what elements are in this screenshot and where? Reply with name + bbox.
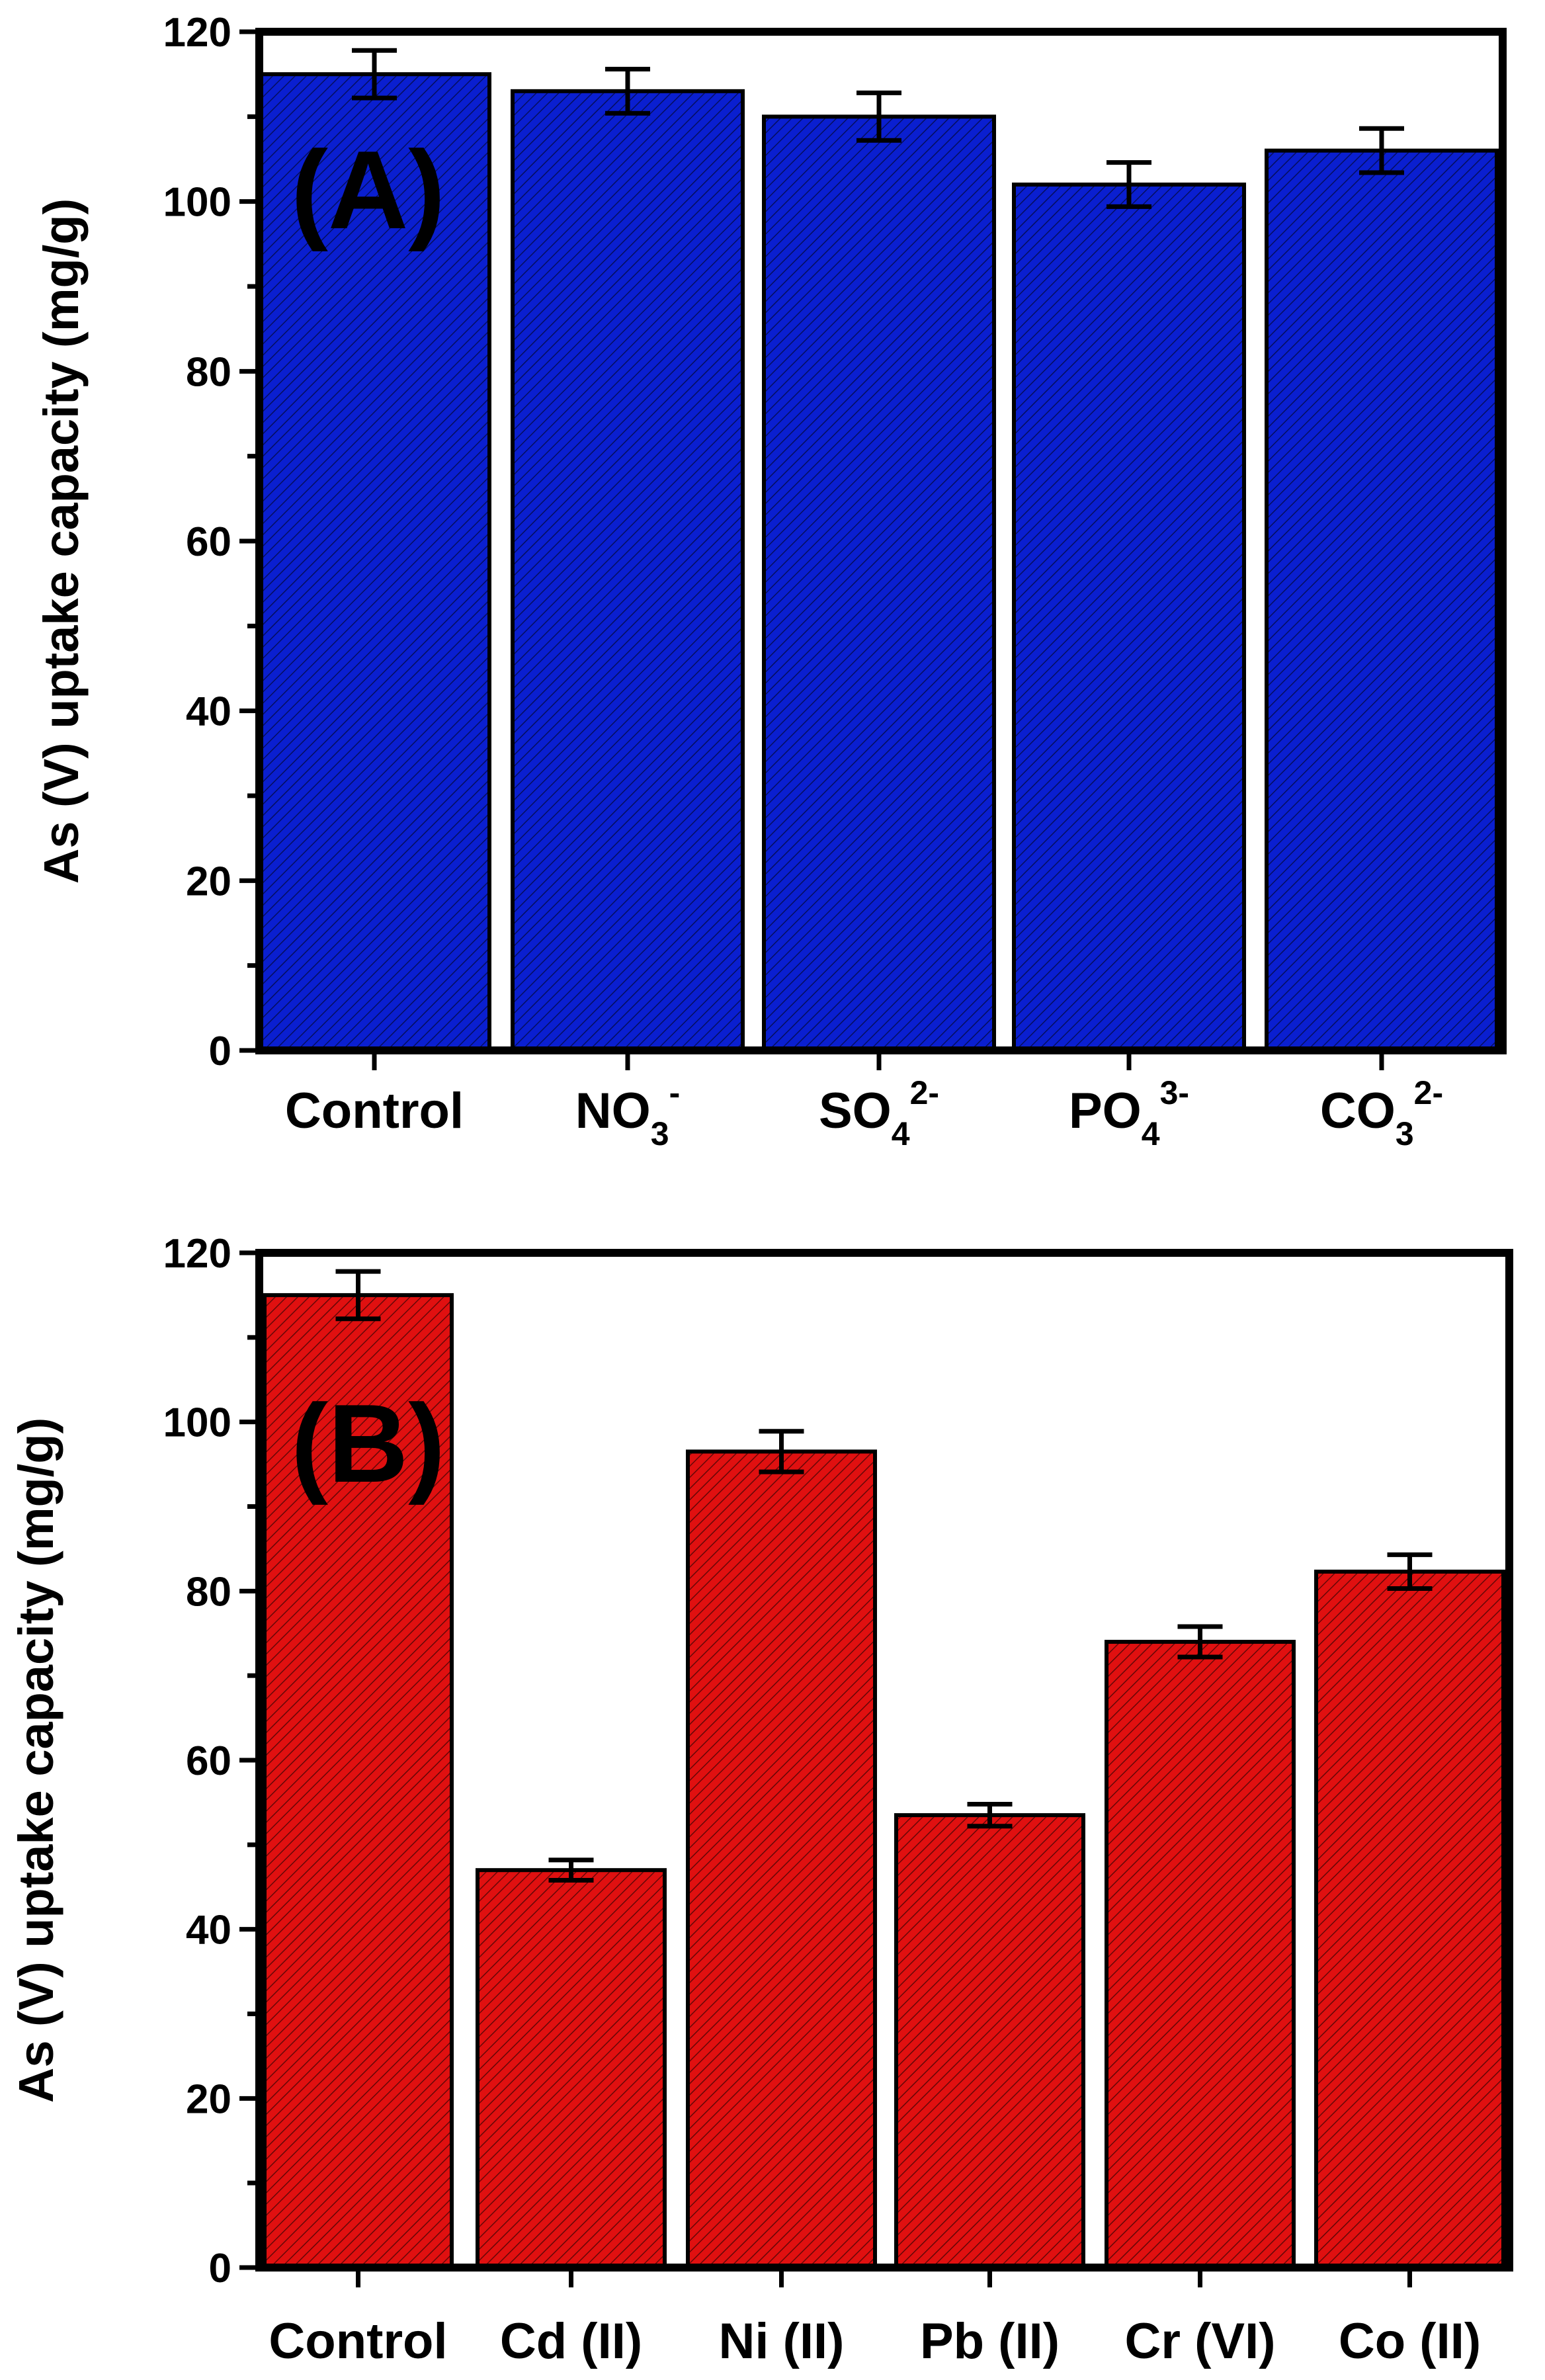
- y-tick-label: 100: [163, 180, 231, 226]
- error-bar: [548, 1857, 594, 1883]
- bar-hatch: [1108, 1644, 1292, 2266]
- y-tick-label: 60: [186, 1738, 231, 1784]
- x-tick-label: PO43-: [1069, 1074, 1189, 1152]
- error-bar: [967, 1801, 1013, 1829]
- x-tick-label: Cd (II): [500, 2313, 642, 2369]
- x-tick-label: Control: [285, 1083, 464, 1139]
- y-tick-label: 120: [163, 1231, 231, 1277]
- panel-a: 0 20 40 60 80 100 120 Control NO3- SO42- PO43- CO32…: [34, 10, 1507, 1152]
- y-axis-title: As (V) uptake capacity (mg/g): [9, 1418, 63, 2103]
- bar-hatch: [1318, 1573, 1501, 2266]
- x-tick-label: Control: [269, 2313, 447, 2369]
- bar-group: [511, 89, 745, 1052]
- x-tick-label: Pb (II): [920, 2313, 1060, 2369]
- error-bar: [605, 66, 650, 116]
- y-tick-label: 80: [186, 349, 231, 395]
- error-bar: [1177, 1624, 1223, 1660]
- x-tick-label: Ni (II): [719, 2313, 845, 2369]
- x-tick-label: NO3-: [575, 1074, 680, 1152]
- panel-label: (A): [291, 128, 445, 252]
- bar-group: [762, 114, 996, 1052]
- bar-hatch: [766, 118, 992, 1048]
- bar-hatch: [480, 1872, 663, 2266]
- y-axis-title: As (V) uptake capacity (mg/g): [34, 198, 89, 884]
- bar-group: [1265, 148, 1499, 1053]
- bar-hatch: [261, 76, 487, 1049]
- y-tick-label: 60: [186, 519, 231, 565]
- panel-label: (B): [291, 1381, 445, 1506]
- y-tick-label: 0: [209, 1029, 231, 1074]
- error-bar: [335, 1269, 381, 1322]
- x-tick-label: SO42-: [819, 1074, 939, 1152]
- error-bar: [759, 1429, 804, 1474]
- error-bar: [1107, 160, 1151, 209]
- bar-group: [686, 1449, 877, 2270]
- x-tick-label: Cr (VI): [1125, 2313, 1276, 2369]
- y-tick-label: 40: [186, 689, 231, 735]
- y-tick-label: 40: [186, 1908, 231, 1953]
- bar-hatch: [690, 1453, 873, 2266]
- bar-group: [1314, 1569, 1505, 2270]
- y-tick-label: 100: [163, 1400, 231, 1446]
- error-bar: [1359, 126, 1404, 175]
- bar-group: [894, 1813, 1085, 2270]
- bar-hatch: [1016, 187, 1242, 1048]
- bar-group: [476, 1868, 667, 2270]
- y-tick-label: 80: [186, 1569, 231, 1615]
- y-tick-label: 20: [186, 2076, 231, 2122]
- bar-group: [257, 72, 491, 1053]
- bar-group: [263, 1293, 454, 2270]
- error-bar: [856, 90, 901, 143]
- y-tick-label: 0: [209, 2246, 231, 2291]
- y-tick-label: 120: [163, 10, 231, 56]
- x-tick-label: Co (II): [1339, 2313, 1481, 2369]
- bar-hatch: [515, 93, 741, 1048]
- bar-hatch: [898, 1817, 1081, 2266]
- bar-hatch: [267, 1296, 450, 2266]
- error-bar: [1387, 1552, 1433, 1591]
- panel-b: 0 20 40 60 80 100 120 Control Cd (II) Ni (II) Pb (…: [9, 1231, 1513, 2369]
- bar-group: [1105, 1640, 1296, 2270]
- x-tick-label: CO32-: [1320, 1074, 1443, 1152]
- bar-group: [1012, 183, 1246, 1052]
- y-tick-label: 20: [186, 859, 231, 904]
- bar-hatch: [1269, 152, 1495, 1049]
- error-bar: [352, 48, 397, 101]
